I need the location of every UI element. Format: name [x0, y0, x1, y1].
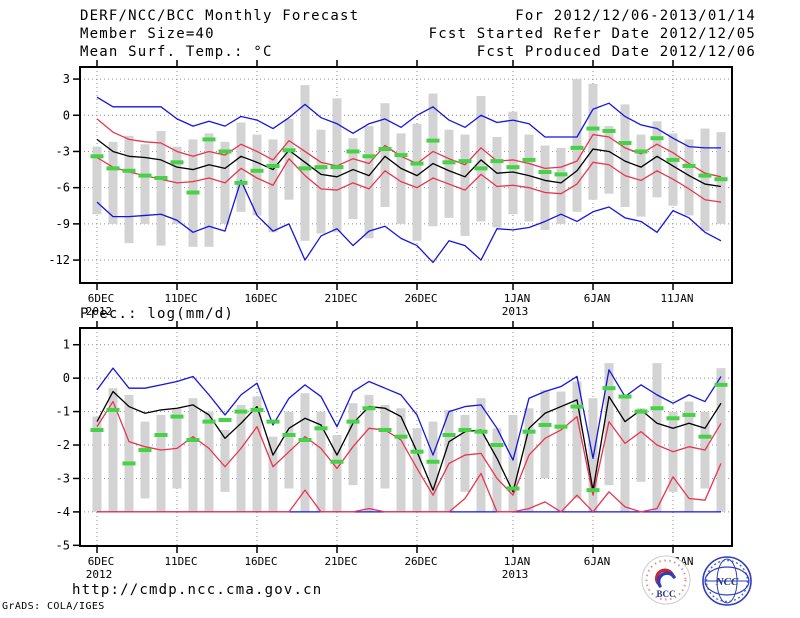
prec-series-lines	[96, 367, 722, 513]
forecast-range-label: For 2012/12/06-2013/01/14	[515, 8, 756, 24]
source-url: http://cmdp.ncc.cma.gov.cn	[72, 582, 323, 598]
svg-text:-12: -12	[48, 253, 70, 267]
fcst-produced-date-label: Fcst Produced Date 2012/12/06	[476, 44, 756, 60]
page-title: DERF/NCC/BCC Monthly Forecast	[80, 8, 360, 24]
svg-text:16DEC: 16DEC	[244, 292, 277, 305]
svg-text:1JAN: 1JAN	[504, 555, 531, 568]
svg-text:6DEC: 6DEC	[88, 292, 115, 305]
bcc-logo: BCC	[641, 555, 691, 605]
temp-obs-markers	[90, 126, 728, 195]
ncc-logo: NCC	[702, 556, 752, 606]
svg-text:-1: -1	[56, 405, 70, 419]
svg-text:2013: 2013	[502, 305, 529, 318]
svg-text:16DEC: 16DEC	[244, 555, 277, 568]
prec-obs-markers	[90, 382, 728, 493]
svg-text:1JAN: 1JAN	[504, 292, 531, 305]
prec-frame	[79, 327, 733, 547]
svg-text:-9: -9	[56, 217, 70, 231]
svg-text:-3: -3	[56, 144, 70, 158]
svg-text:11JAN: 11JAN	[660, 292, 693, 305]
svg-text:2012: 2012	[86, 305, 113, 318]
svg-text:1: 1	[63, 338, 70, 352]
svg-text:21DEC: 21DEC	[324, 555, 357, 568]
temp-frame	[79, 66, 733, 284]
temp-series-lines	[96, 96, 722, 264]
svg-text:2013: 2013	[502, 568, 529, 581]
svg-text:0: 0	[63, 108, 70, 122]
svg-text:-3: -3	[56, 471, 70, 485]
bcc-logo-text: BCC	[656, 589, 675, 599]
svg-text:11DEC: 11DEC	[164, 555, 197, 568]
svg-text:6JAN: 6JAN	[584, 555, 611, 568]
svg-text:6JAN: 6JAN	[584, 292, 611, 305]
prec-range-bars	[92, 363, 726, 512]
svg-text:26DEC: 26DEC	[404, 292, 437, 305]
svg-text:26DEC: 26DEC	[404, 555, 437, 568]
svg-text:0: 0	[63, 371, 70, 385]
grads-credit: GrADS: COLA/IGES	[2, 601, 105, 612]
svg-text:3: 3	[63, 72, 70, 86]
member-size-label: Member Size=40	[80, 26, 215, 42]
svg-text:-4: -4	[56, 505, 70, 519]
svg-text:-6: -6	[56, 181, 70, 195]
temp-panel-title: Mean Surf. Temp.: °C	[80, 44, 273, 60]
svg-text:-5: -5	[56, 538, 70, 552]
svg-text:11DEC: 11DEC	[164, 292, 197, 305]
fcst-refer-date-label: Fcst Started Refer Date 2012/12/05	[428, 26, 756, 42]
svg-text:-2: -2	[56, 438, 70, 452]
svg-text:21DEC: 21DEC	[324, 292, 357, 305]
prec-panel-title: Prec.: log(mm/d)	[80, 306, 235, 322]
ncc-logo-text: NCC	[715, 576, 739, 588]
svg-text:6DEC: 6DEC	[88, 555, 115, 568]
svg-text:2012: 2012	[86, 568, 113, 581]
